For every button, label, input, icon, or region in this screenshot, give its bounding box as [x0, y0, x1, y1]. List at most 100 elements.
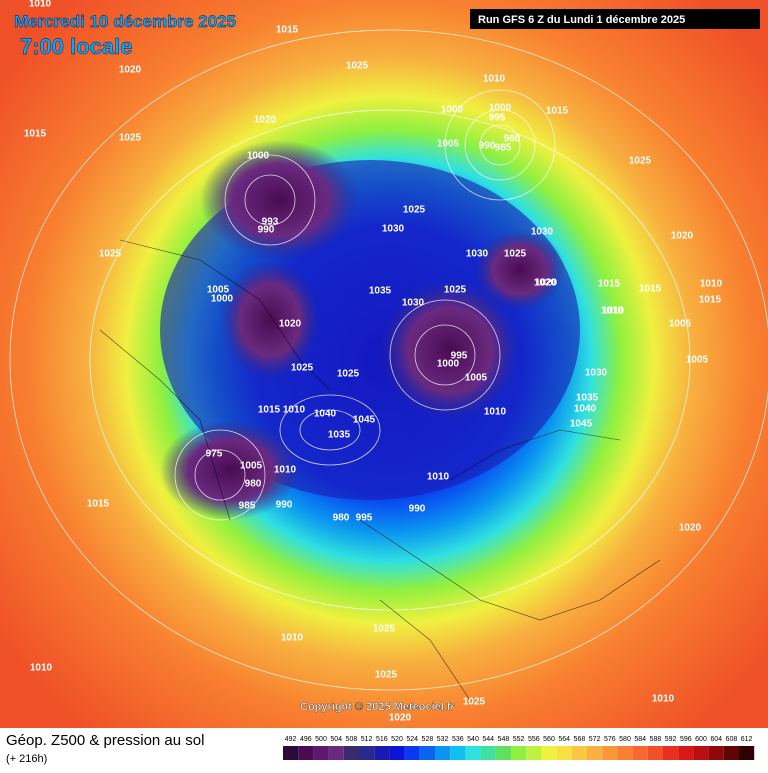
isobar-label: 1025: [119, 133, 142, 144]
isobar-label: 1025: [444, 285, 467, 296]
scale-label: 612: [741, 736, 753, 743]
isobar-label: 993: [262, 217, 279, 228]
isobar-label: 1020: [534, 278, 557, 289]
scale-label: 504: [330, 736, 342, 743]
isobar-label: 1015: [24, 129, 47, 140]
isobar-label: 1020: [671, 231, 694, 242]
scale-swatch: [465, 746, 481, 760]
isobar-label: 985: [239, 501, 256, 512]
isobar-label: 1000: [437, 359, 460, 370]
scale-label: 584: [634, 736, 646, 743]
isobar-label: 990: [276, 500, 293, 511]
scale-label: 608: [726, 736, 738, 743]
scale-swatch: [739, 746, 755, 760]
isobar-label: 1010: [652, 694, 675, 705]
isobar-label: 1000: [247, 151, 270, 162]
isobar-label: 1015: [598, 279, 621, 290]
run-label: Run GFS 6 Z du Lundi 1 décembre 2025: [478, 14, 685, 26]
isobar-label: 1035: [328, 430, 351, 441]
isobar-label: 1020: [279, 319, 302, 330]
isobar-label: 1025: [629, 156, 652, 167]
isobar-label: 1010: [29, 0, 52, 10]
scale-swatch: [632, 746, 648, 760]
scale-label: 520: [391, 736, 403, 743]
scale-label: 556: [528, 736, 540, 743]
isobar-label: 1025: [463, 697, 486, 708]
scale-label: 604: [710, 736, 722, 743]
isobar-label: 1015: [546, 106, 569, 117]
scale-swatch: [343, 746, 359, 760]
scale-swatch: [602, 746, 618, 760]
isobar-label: 1020: [254, 115, 277, 126]
scale-label: 492: [285, 736, 297, 743]
scale-label: 516: [376, 736, 388, 743]
scale-label: 552: [513, 736, 525, 743]
scale-label: 532: [437, 736, 449, 743]
isobar-label: 1020: [679, 523, 702, 534]
isobar-label: 1015: [699, 295, 722, 306]
isobar-label: 995: [356, 513, 373, 524]
isobar-label: 995: [451, 351, 468, 362]
isobar-label: 1005: [240, 461, 263, 472]
scale-swatch: [435, 746, 451, 760]
scale-swatch: [328, 746, 344, 760]
scale-swatch: [450, 746, 466, 760]
isobar-label: 980: [504, 134, 521, 145]
isobar-label: 975: [206, 449, 223, 460]
scale-label: 500: [315, 736, 327, 743]
isobar-label: 980: [245, 479, 262, 490]
scale-swatch: [313, 746, 329, 760]
isobar-label: 1035: [369, 286, 392, 297]
scale-swatch: [708, 746, 724, 760]
scale-swatch: [693, 746, 709, 760]
isobar-label: 1020: [389, 713, 412, 724]
isobar-label: 1015: [87, 499, 110, 510]
scale-label: 568: [574, 736, 586, 743]
scale-swatch: [389, 746, 405, 760]
isobar-label: 1030: [466, 249, 489, 260]
scale-label: 580: [619, 736, 631, 743]
scale-label: 576: [604, 736, 616, 743]
isobar-label: 1025: [403, 205, 426, 216]
scale-label: 560: [543, 736, 555, 743]
scale-swatch: [283, 746, 299, 760]
isobar-label: 1025: [337, 369, 360, 380]
scale-swatch: [298, 746, 314, 760]
isobar-label: 1010: [283, 405, 306, 416]
isobar-label: 1025: [346, 61, 369, 72]
isobar-label: 1005: [669, 319, 692, 330]
scale-label: 596: [680, 736, 692, 743]
isobar-label: 1010: [281, 633, 304, 644]
isobar-label: 1030: [402, 298, 425, 309]
isobar-label: 1005: [437, 139, 460, 150]
date-label: Mercredi 10 décembre 2025: [14, 12, 236, 31]
copyright: Copyright © 2025 Meteociel.fr: [300, 701, 456, 713]
scale-label: 540: [467, 736, 479, 743]
isobar-label: 1010: [484, 407, 507, 418]
isobar-label: 1030: [531, 227, 554, 238]
isobar-label: 1030: [585, 368, 608, 379]
scale-swatch: [359, 746, 375, 760]
isobar-label: 1010: [274, 465, 297, 476]
isobar-label: 1025: [504, 249, 527, 260]
isobar-label: 1000: [489, 103, 512, 114]
scale-swatch: [511, 746, 527, 760]
isobar-label: 1025: [375, 670, 398, 681]
isobar-label: 990: [409, 504, 426, 515]
isobar-label: 1010: [427, 472, 450, 483]
isobar-label: 1010: [30, 663, 53, 674]
time-label: 7:00 locale: [20, 34, 133, 59]
isobar-label: 1005: [465, 373, 488, 384]
isobar-label: 1000: [211, 294, 234, 305]
scale-label: 524: [406, 736, 418, 743]
isobar-label: 1020: [535, 278, 558, 289]
scale-swatch: [495, 746, 511, 760]
scale-swatch: [404, 746, 420, 760]
isobar-label: 1000: [441, 105, 464, 116]
isobar-label: 1030: [382, 224, 405, 235]
scale-label: 588: [650, 736, 662, 743]
isobar-label: 1005: [207, 285, 230, 296]
isobar-label: 1025: [99, 249, 122, 260]
